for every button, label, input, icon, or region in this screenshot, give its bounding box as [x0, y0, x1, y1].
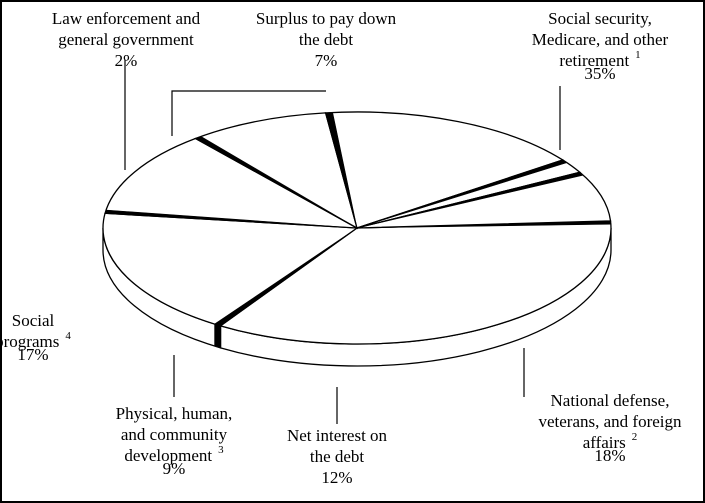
slice-value-label: 18% [594, 446, 625, 465]
slice-label-line: Social security, [548, 9, 652, 28]
slice-label-line: development [124, 446, 212, 465]
slice-label-line: the debt [299, 30, 354, 49]
slice-national-defense [102, 212, 359, 327]
slice-label-surplus-to-pay-down: Surplus to pay down the debt 7% [256, 9, 397, 70]
slice-label-net-interest-on: Net interest on the debt 12% [287, 426, 388, 487]
pie-separators [104, 112, 612, 349]
pie-labels: Social security, Medicare, and other retir… [0, 9, 682, 487]
slice-label-line: National defense, [551, 391, 670, 410]
slice-label-physical-human: Physical, human, and community development… [116, 404, 233, 478]
slice-label-line: Medicare, and other [532, 30, 669, 49]
slice-label-law-enforcement-and: Law enforcement and general government 2% [52, 9, 201, 70]
footnote-marker: 2 [632, 431, 638, 443]
footnote-marker: 3 [218, 444, 224, 456]
slice-social [324, 111, 565, 229]
slice-social-security [219, 220, 612, 345]
separator-side-national-defense [214, 323, 221, 349]
separator-surplus-to-pay-down [356, 171, 584, 229]
slice-value-label: 17% [17, 345, 48, 364]
slice-label-line: Social [12, 311, 55, 330]
slice-label-line: affairs [583, 433, 626, 452]
slice-value-label: 9% [163, 459, 186, 478]
slice-label-line: Surplus to pay down [256, 9, 397, 28]
footnote-marker: 4 [65, 330, 71, 342]
slice-label-line: and community [121, 425, 228, 444]
slice-label-line: Law enforcement and [52, 9, 201, 28]
slice-label-social: Social programs 4 17% [0, 311, 71, 364]
slice-label-line: programs [0, 332, 59, 351]
slice-label-line: Physical, human, [116, 404, 233, 423]
slice-value-label: 35% [584, 64, 615, 83]
slice-net-interest-on [104, 137, 358, 229]
separator-social-security [356, 220, 612, 229]
slice-label-line: the debt [310, 447, 365, 466]
separator-social [325, 112, 358, 229]
slice-value-label: 12% [321, 468, 352, 487]
footnote-marker: 1 [635, 49, 641, 61]
slice-value-label: 2% [115, 51, 138, 70]
slice-label-line: veterans, and foreign [538, 412, 682, 431]
slice-label-line: general government [58, 30, 194, 49]
separator-physical-human [194, 136, 358, 229]
slice-label-national-defense: National defense, veterans, and foreign af… [538, 391, 682, 465]
slice-value-label: 7% [315, 51, 338, 70]
slice-label-social-security: Social security, Medicare, and other retir… [532, 9, 669, 83]
slice-label-line: retirement [559, 51, 629, 70]
separator-law-enforcement-and [356, 159, 568, 229]
separator-net-interest-on [104, 209, 358, 229]
leader-line-surplus-to-pay-down [171, 90, 326, 136]
slice-label-line: Net interest on [287, 426, 388, 445]
